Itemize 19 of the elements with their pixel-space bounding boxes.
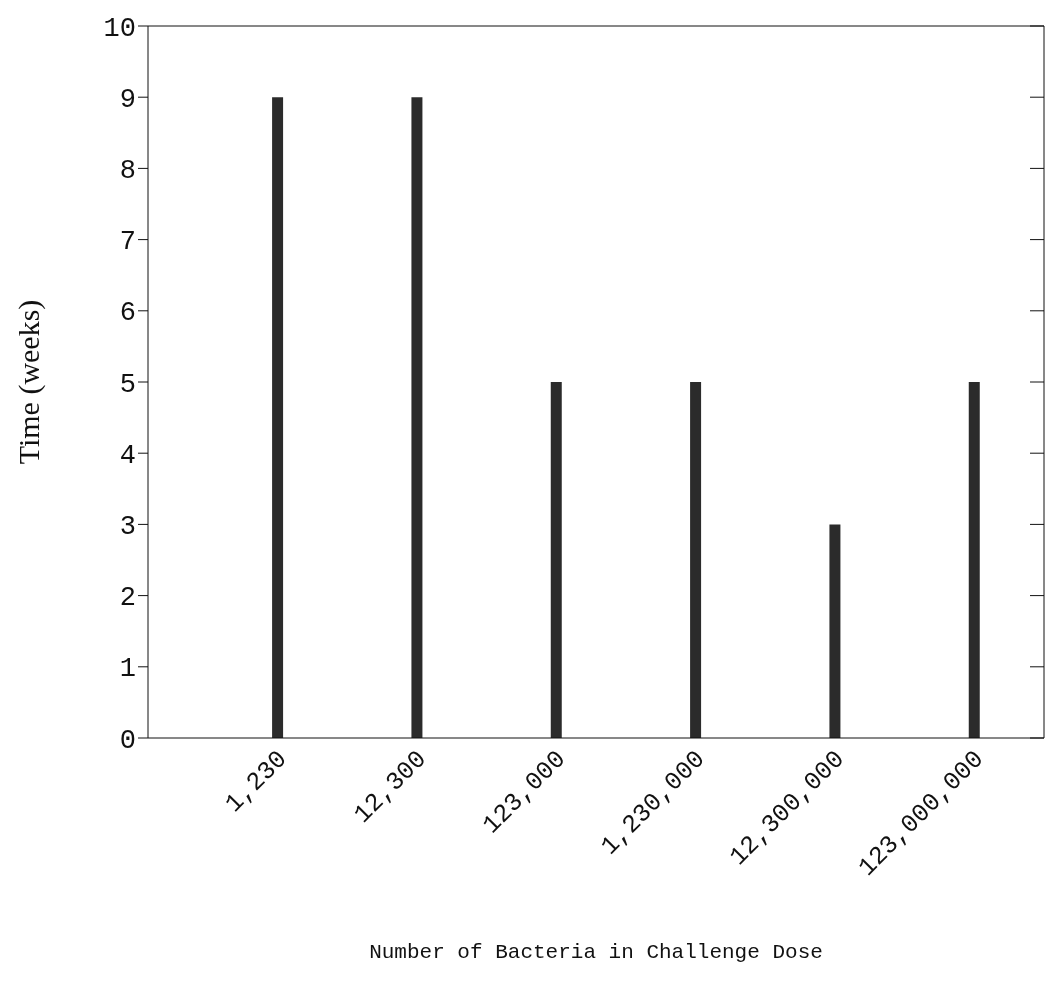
y-tick-label: 10	[103, 13, 136, 44]
bar	[411, 97, 423, 738]
y-tick-label: 6	[119, 298, 136, 329]
bar	[829, 524, 841, 738]
y-tick-label: 7	[119, 227, 136, 258]
y-tick-label: 4	[119, 440, 136, 471]
bar	[968, 382, 980, 738]
bar	[550, 382, 562, 738]
y-tick-label: 8	[119, 155, 136, 186]
x-axis-title: Number of Bacteria in Challenge Dose	[369, 941, 823, 964]
y-tick-label: 5	[119, 369, 136, 400]
y-tick-label: 1	[119, 654, 136, 685]
y-tick-label: 0	[119, 725, 136, 756]
y-tick-label: 2	[119, 583, 136, 614]
bar	[690, 382, 702, 738]
bar	[272, 97, 284, 738]
y-axis-title: Time (weeks)	[11, 299, 46, 465]
y-tick-label: 9	[119, 84, 136, 115]
y-tick-label: 3	[119, 511, 136, 542]
